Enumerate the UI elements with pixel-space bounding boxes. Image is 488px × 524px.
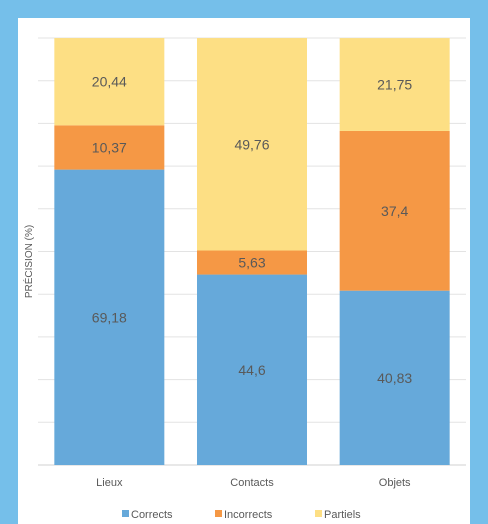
bar-corrects-objets (339, 290, 450, 465)
legend-label: Incorrects (224, 509, 273, 521)
bar-partiels-contacts (197, 38, 307, 251)
bars (54, 38, 450, 466)
legend-label: Corrects (131, 509, 173, 521)
x-tick-label: Objets (379, 477, 411, 489)
legend: Corrects Incorrects Partiels (122, 509, 361, 521)
data-label: 21,75 (377, 77, 412, 93)
legend-label: Partiels (324, 509, 361, 521)
x-tick-label: Contacts (230, 477, 274, 489)
data-label: 49,76 (234, 136, 269, 152)
data-label: 69,18 (92, 309, 127, 325)
bar-incorrects-contacts (197, 250, 307, 275)
x-tick-labels: Lieux Contacts Objets (96, 477, 411, 489)
bar-incorrects-objets (339, 130, 450, 291)
bar-incorrects-lieux (54, 125, 165, 170)
data-label: 10,37 (92, 139, 127, 155)
data-labels: 69,18 10,37 20,44 44,6 5,63 49,76 40,83 37,4 21,… (92, 74, 413, 386)
bar-corrects-contacts (197, 274, 307, 465)
bar-corrects-lieux (54, 169, 165, 466)
y-axis-title: PRÉCISION (%) (22, 225, 35, 298)
chart-frame: 69,18 10,37 20,44 44,6 5,63 49,76 40,83 37,4 21,… (18, 18, 470, 524)
legend-swatch (215, 510, 222, 517)
bar-partiels-objets (339, 38, 450, 131)
data-label: 44,6 (238, 362, 265, 378)
stacked-bar-chart: 69,18 10,37 20,44 44,6 5,63 49,76 40,83 37,4 21,… (22, 37, 466, 521)
data-label: 37,4 (381, 203, 408, 219)
bar-partiels-lieux (54, 38, 165, 126)
data-label: 40,83 (377, 370, 412, 386)
data-label: 5,63 (238, 255, 265, 271)
data-label: 20,44 (92, 74, 127, 90)
legend-swatch (122, 510, 129, 517)
x-tick-label: Lieux (96, 477, 123, 489)
legend-swatch (315, 510, 322, 517)
